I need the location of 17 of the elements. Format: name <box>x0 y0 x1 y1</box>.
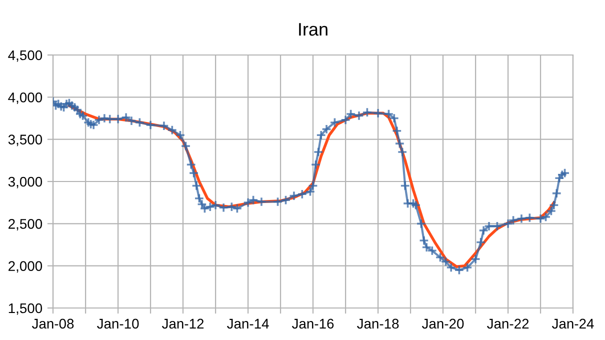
x-tick-label: Jan-10 <box>97 318 139 329</box>
y-tick-label: 3,500 <box>8 134 42 146</box>
x-tick-label: Jan-14 <box>227 318 269 329</box>
y-tick-label: 4,500 <box>8 50 42 62</box>
x-tick-label: Jan-18 <box>357 318 399 329</box>
x-tick-label: Jan-22 <box>487 318 529 329</box>
x-tick-label: Jan-20 <box>422 318 464 329</box>
x-tick-label: Jan-08 <box>32 318 74 329</box>
chart-title: Iran <box>299 23 328 36</box>
y-tick-label: 3,000 <box>8 176 42 188</box>
y-tick-label: 2,000 <box>8 261 42 273</box>
x-tick-label: Jan-24 <box>552 318 594 329</box>
y-tick-label: 2,500 <box>8 219 42 230</box>
x-tick-label: Jan-12 <box>162 318 204 329</box>
x-tick-label: Jan-16 <box>292 318 334 329</box>
y-tick-label: 1,500 <box>8 303 42 315</box>
y-tick-label: 4,000 <box>8 92 42 104</box>
